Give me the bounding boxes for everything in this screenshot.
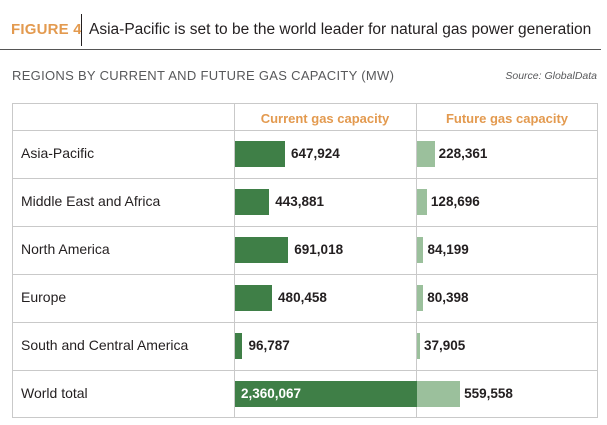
title-divider [81,14,82,46]
header-future-capacity: Future gas capacity [445,111,569,126]
value-future-capacity: 37,905 [424,338,466,353]
row-divider [12,274,598,275]
region-label: Asia-Pacific [21,145,95,161]
row-divider [12,370,598,371]
value-future-capacity: 228,361 [438,146,488,161]
row-divider [12,103,598,104]
chart-subtitle: REGIONS BY CURRENT AND FUTURE GAS CAPACI… [12,68,395,83]
value-future-capacity: 128,696 [430,194,480,209]
title-rule [0,49,601,50]
figure-title: Asia-Pacific is set to be the world lead… [89,21,592,38]
region-label: North America [21,241,110,257]
row-divider [12,322,598,323]
value-current-capacity: 647,924 [290,146,340,161]
bar-current-capacity [235,237,289,263]
column-divider [234,103,235,418]
header-current-capacity: Current gas capacity [260,111,390,126]
column-divider [597,103,598,418]
column-divider [416,103,417,418]
source-note: Source: GlobalData [505,70,597,82]
capacity-table: Current gas capacity Future gas capacity A… [12,103,598,418]
value-current-capacity: 2,360,067 [241,386,302,401]
value-current-capacity: 691,018 [294,242,344,257]
value-current-capacity: 480,458 [278,290,327,305]
row-divider [12,417,598,418]
region-label: South and Central America [21,337,189,353]
value-future-capacity: 80,398 [427,290,469,305]
bar-future-capacity [417,333,420,359]
bar-future-capacity [417,285,424,311]
value-future-capacity: 559,558 [464,386,513,401]
bar-current-capacity [235,189,270,215]
figure-label: FIGURE 4 [11,21,82,38]
bar-future-capacity [417,381,461,407]
row-divider [12,178,598,179]
value-current-capacity: 443,881 [275,194,325,209]
bar-current-capacity [235,333,243,359]
bar-current-capacity [235,381,417,407]
row-divider [12,130,598,131]
bar-future-capacity [417,189,427,215]
value-future-capacity: 84,199 [427,242,469,257]
row-divider [12,226,598,227]
column-divider [12,103,13,418]
value-current-capacity: 96,787 [248,338,290,353]
bar-current-capacity [235,141,285,167]
region-label: Middle East and Africa [21,193,161,209]
region-label: Europe [21,289,67,305]
region-label: World total [21,385,88,401]
bar-future-capacity [417,237,424,263]
bar-future-capacity [417,141,435,167]
bar-current-capacity [235,285,273,311]
